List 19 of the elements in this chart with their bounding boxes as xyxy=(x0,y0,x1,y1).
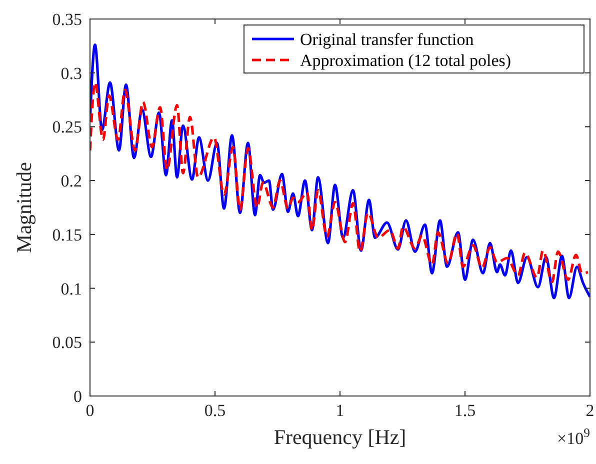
y-tick-label: 0 xyxy=(74,387,82,406)
x-tick-label: 1.5 xyxy=(454,401,476,420)
y-tick-label: 0.25 xyxy=(52,118,82,137)
y-tick-label: 0.1 xyxy=(60,279,82,298)
y-tick-label: 0.05 xyxy=(52,333,82,352)
y-tick-label: 0.15 xyxy=(52,225,82,244)
legend-label: Approximation (12 total poles) xyxy=(300,51,512,70)
x-tick-label: 0.5 xyxy=(204,401,226,420)
x-tick-label: 0 xyxy=(86,401,94,420)
y-axis-title: Magnitude xyxy=(12,162,36,253)
x-tick-label: 1 xyxy=(336,401,344,420)
text: ×10$^{9}$ xyxy=(557,426,590,448)
line-series xyxy=(90,81,590,284)
y-tick-label: 0.2 xyxy=(60,172,82,191)
legend-label: Original transfer function xyxy=(300,30,474,49)
x-tick-label: 2 xyxy=(586,401,594,420)
y-tick-label: 0.3 xyxy=(60,64,82,83)
y-tick-label: 0.35 xyxy=(52,10,82,29)
x-axis-title: Frequency [Hz] xyxy=(274,425,406,449)
